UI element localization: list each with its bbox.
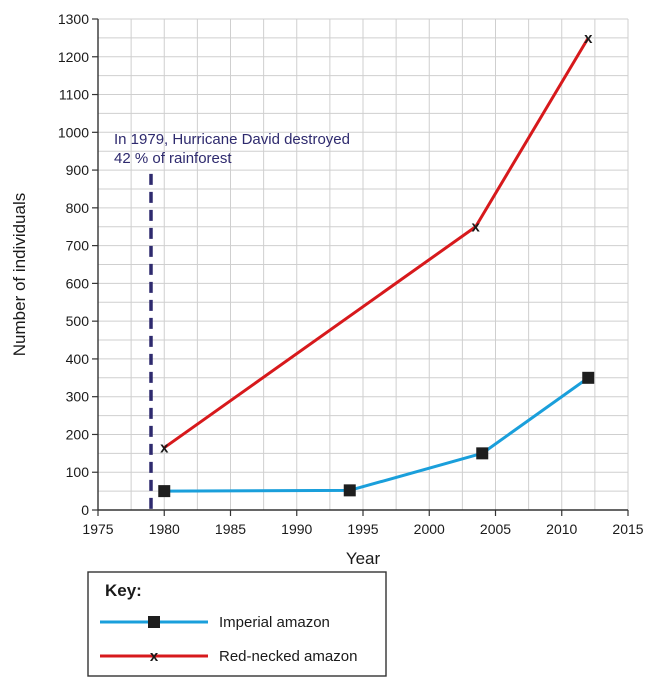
x-marker: x — [160, 440, 169, 457]
y-axis-label: Number of individuals — [10, 193, 29, 356]
legend-box — [87, 571, 387, 677]
x-tick-label: 1980 — [149, 521, 180, 537]
annotation-line-2: 42 % of rainforest — [114, 150, 232, 167]
legend-label: Red-necked amazon — [219, 648, 357, 665]
hurricane-annotation: In 1979, Hurricane David destroyed 42 % … — [114, 131, 350, 510]
series-imperial-amazon — [158, 371, 595, 498]
x-marker: x — [471, 219, 480, 236]
y-tick-label: 300 — [66, 389, 90, 405]
x-tick-label: 2000 — [414, 521, 445, 537]
y-tick-label: 0 — [81, 502, 89, 518]
y-tick-label: 600 — [66, 275, 90, 291]
y-tick-label: 1100 — [59, 87, 89, 103]
square-marker — [343, 484, 356, 497]
square-marker — [158, 485, 171, 498]
y-tick-label: 1300 — [58, 11, 89, 27]
x-tick-label: 1985 — [215, 521, 246, 537]
y-tick-label: 700 — [66, 238, 90, 254]
x-tick-label: 2005 — [480, 521, 511, 537]
square-marker — [582, 371, 595, 384]
y-tick-label: 500 — [66, 313, 90, 329]
legend-label: Imperial amazon — [219, 614, 330, 631]
series-group: x x x — [158, 30, 595, 498]
x-axis-tick-labels: 1975 1980 1985 1990 1995 2000 2005 2010 2015 — [82, 510, 644, 537]
y-axis-tick-labels: 0 100 200 300 400 500 600 700 800 900 1000 1100 1200… — [58, 11, 98, 518]
legend-item: x Red-necked amazon — [100, 648, 357, 665]
square-marker — [476, 447, 489, 460]
x-tick-label: 2015 — [612, 521, 643, 537]
y-tick-label: 1000 — [58, 124, 89, 140]
y-tick-label: 900 — [66, 162, 90, 178]
square-marker — [148, 616, 160, 628]
x-marker: x — [150, 648, 159, 665]
series-red-necked-amazon: x x x — [160, 30, 593, 457]
legend: Key: Imperial amazon x Red-necked amazon — [87, 571, 387, 677]
series-line — [163, 37, 590, 449]
grid — [97, 18, 629, 511]
legend-title: Key: — [105, 581, 142, 600]
legend-item: Imperial amazon — [100, 614, 330, 631]
series-line — [164, 376, 590, 493]
x-axis-label: Year — [346, 549, 381, 568]
y-tick-label: 800 — [66, 200, 90, 216]
y-tick-label: 1200 — [58, 49, 89, 65]
x-tick-label: 1975 — [82, 521, 113, 537]
legend-items: Imperial amazon x Red-necked amazon — [100, 614, 357, 665]
x-tick-label: 1990 — [281, 521, 312, 537]
y-tick-label: 400 — [66, 351, 90, 367]
annotation-line-1: In 1979, Hurricane David destroyed — [114, 131, 350, 148]
y-tick-label: 200 — [66, 426, 90, 442]
x-marker: x — [584, 30, 593, 47]
x-tick-label: 2010 — [546, 521, 577, 537]
y-tick-label: 100 — [66, 464, 90, 480]
x-tick-label: 1995 — [347, 521, 378, 537]
